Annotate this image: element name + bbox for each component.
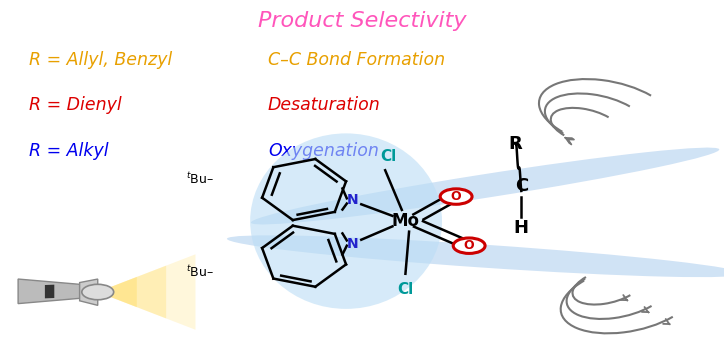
Polygon shape xyxy=(98,277,137,307)
Text: R = Alkyl: R = Alkyl xyxy=(29,142,109,160)
Ellipse shape xyxy=(251,147,720,225)
Polygon shape xyxy=(98,266,167,318)
Text: $^t$Bu–: $^t$Bu– xyxy=(185,171,214,187)
Text: $^t$Bu–: $^t$Bu– xyxy=(185,264,214,280)
Text: R: R xyxy=(509,135,522,153)
Polygon shape xyxy=(45,285,54,298)
Circle shape xyxy=(440,189,472,204)
Text: O: O xyxy=(464,239,474,252)
Text: Cl: Cl xyxy=(381,149,397,164)
Ellipse shape xyxy=(251,133,442,309)
Text: Mo: Mo xyxy=(392,212,419,230)
Text: R = Dienyl: R = Dienyl xyxy=(29,96,122,114)
Polygon shape xyxy=(18,279,80,304)
Text: Product Selectivity: Product Selectivity xyxy=(258,11,466,31)
Polygon shape xyxy=(80,279,98,305)
Ellipse shape xyxy=(227,235,724,277)
Text: N: N xyxy=(347,193,358,207)
Text: C–C Bond Formation: C–C Bond Formation xyxy=(268,51,445,69)
Text: H: H xyxy=(514,219,529,237)
Text: O: O xyxy=(451,190,461,203)
Text: Oxygenation: Oxygenation xyxy=(268,142,379,160)
Text: Cl: Cl xyxy=(397,282,413,297)
Polygon shape xyxy=(98,254,195,330)
Circle shape xyxy=(82,284,114,300)
Circle shape xyxy=(453,238,485,253)
Text: Desaturation: Desaturation xyxy=(268,96,381,114)
Text: N: N xyxy=(347,237,358,251)
Text: R = Allyl, Benzyl: R = Allyl, Benzyl xyxy=(29,51,172,69)
Text: C: C xyxy=(515,177,528,195)
